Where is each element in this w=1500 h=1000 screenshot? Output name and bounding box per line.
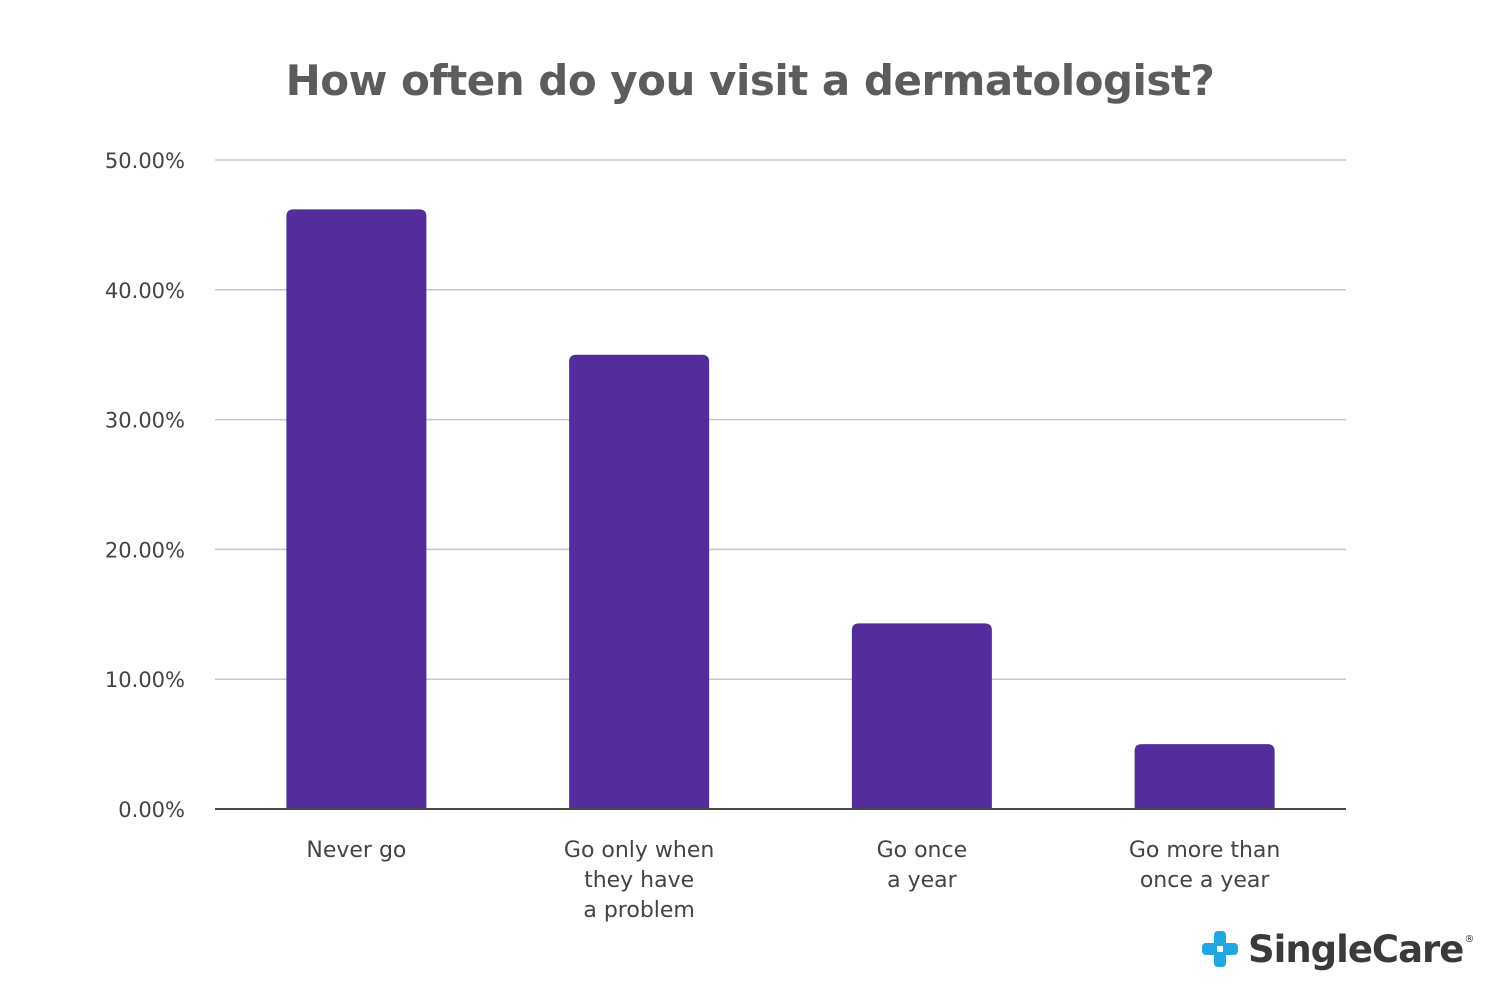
- registered-mark: ®: [1464, 934, 1475, 945]
- x-tick-label-line: a year: [887, 868, 958, 893]
- x-tick-label-line: Go only when: [564, 838, 714, 863]
- x-tick-label: Go only when they have a problem: [564, 838, 714, 923]
- x-axis-labels: Never go Go only when they have a problemGo…: [306, 838, 1280, 923]
- y-tick-label: 20.00%: [105, 538, 185, 562]
- bar: [1134, 744, 1275, 809]
- x-tick-label-line: once a year: [1140, 868, 1271, 893]
- cross-sparkle-icon: [1202, 931, 1238, 967]
- x-tick-label-line: Go more than: [1129, 838, 1280, 863]
- y-tick-label: 10.00%: [105, 668, 185, 692]
- x-tick-label: Go more than once a year: [1129, 838, 1280, 893]
- x-tick-label-line: they have: [584, 868, 694, 893]
- y-tick-label: 30.00%: [105, 409, 185, 433]
- singlecare-logo: SingleCare ®: [1200, 926, 1474, 972]
- x-tick-label: Never go: [306, 838, 406, 863]
- x-tick-label-line: a problem: [583, 898, 695, 923]
- logo-text: SingleCare: [1248, 927, 1464, 971]
- y-axis-ticks: 0.00% 10.00% 20.00% 30.00% 40.00% 50.00%: [105, 149, 185, 822]
- bar: [569, 354, 710, 809]
- y-tick-label: 0.00%: [118, 798, 185, 822]
- x-tick-label-line: Never go: [306, 838, 406, 863]
- x-tick-label: Go once a year: [877, 838, 968, 893]
- bar: [286, 209, 427, 810]
- chart-title: How often do you visit a dermatologist?: [285, 56, 1215, 105]
- y-tick-label: 50.00%: [105, 149, 185, 173]
- x-tick-label-line: Go once: [877, 838, 968, 863]
- y-tick-label: 40.00%: [105, 279, 185, 303]
- bars: [286, 209, 1275, 810]
- bar: [851, 623, 992, 809]
